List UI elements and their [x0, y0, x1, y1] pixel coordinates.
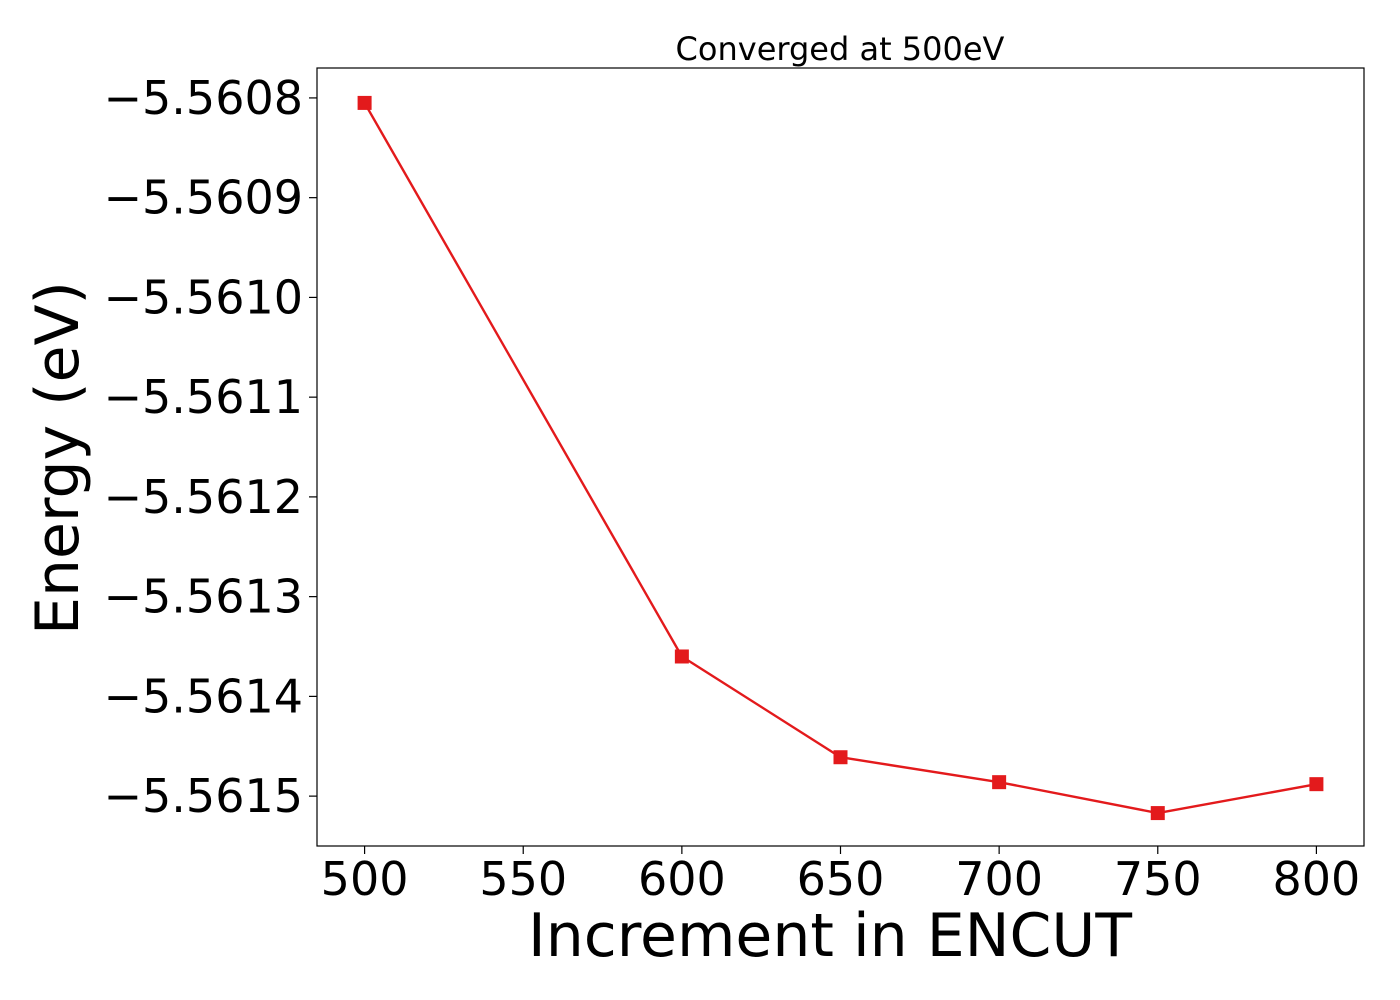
data-point-marker — [992, 775, 1007, 790]
y-tick-label: −5.5608 — [104, 71, 304, 125]
x-tick-label: 750 — [1114, 852, 1202, 906]
y-tick-label: −5.5610 — [104, 270, 304, 324]
data-point-marker — [357, 95, 372, 110]
x-tick-label: 700 — [955, 852, 1043, 906]
x-axis: 500 550 600 650 700 750 800 — [321, 846, 1361, 906]
x-tick-label: 600 — [638, 852, 726, 906]
y-axis: −5.5608 −5.5609 −5.5610 −5.5611 −5.5612 −5.56… — [104, 71, 317, 823]
y-tick-label: −5.5609 — [104, 171, 304, 225]
x-axis-title: Increment in ENCUT — [528, 901, 1132, 971]
plot-frame — [316, 67, 1365, 847]
data-point-marker — [833, 750, 848, 765]
x-tick-label: 800 — [1273, 852, 1361, 906]
y-tick-label: −5.5611 — [104, 370, 304, 424]
data-point-marker — [1150, 806, 1165, 821]
y-axis-title: Energy (eV) — [23, 281, 93, 635]
y-tick-label: −5.5615 — [104, 769, 304, 823]
data-point-marker — [674, 649, 689, 664]
y-tick-label: −5.5613 — [104, 570, 304, 624]
y-tick-label: −5.5614 — [104, 669, 304, 723]
series-layer — [357, 95, 1324, 821]
chart-title: Converged at 500eV — [676, 30, 1005, 68]
x-tick-label: 550 — [479, 852, 567, 906]
data-point-marker — [1309, 777, 1324, 792]
series-line — [363, 102, 1317, 815]
y-tick-label: −5.5612 — [104, 470, 304, 524]
x-tick-label: 650 — [797, 852, 885, 906]
x-tick-label: 500 — [321, 852, 409, 906]
